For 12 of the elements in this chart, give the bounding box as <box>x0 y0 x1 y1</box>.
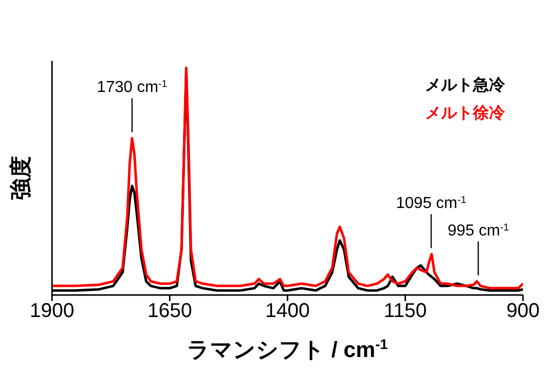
annotation: 1730 cm$^{-1}$ <box>96 78 168 96</box>
x-axis-title: ラマンシフト / cm$^{-1}$ <box>187 336 388 362</box>
x-tick-label: 1400 <box>265 300 310 322</box>
annotation: 1095 cm$^{-1}$ <box>396 194 467 212</box>
text: メルト徐冷 <box>425 104 505 124</box>
x-tick-label: 900 <box>506 300 540 322</box>
x-tick-label: 1650 <box>148 300 192 322</box>
y-axis-title: 強度 <box>8 156 33 200</box>
annotation: 995 cm$^{-1}$ <box>448 222 510 240</box>
text: メルト急冷 <box>425 76 505 96</box>
x-tick-label: 1900 <box>30 300 74 322</box>
x-tick-label: 1150 <box>384 300 427 322</box>
